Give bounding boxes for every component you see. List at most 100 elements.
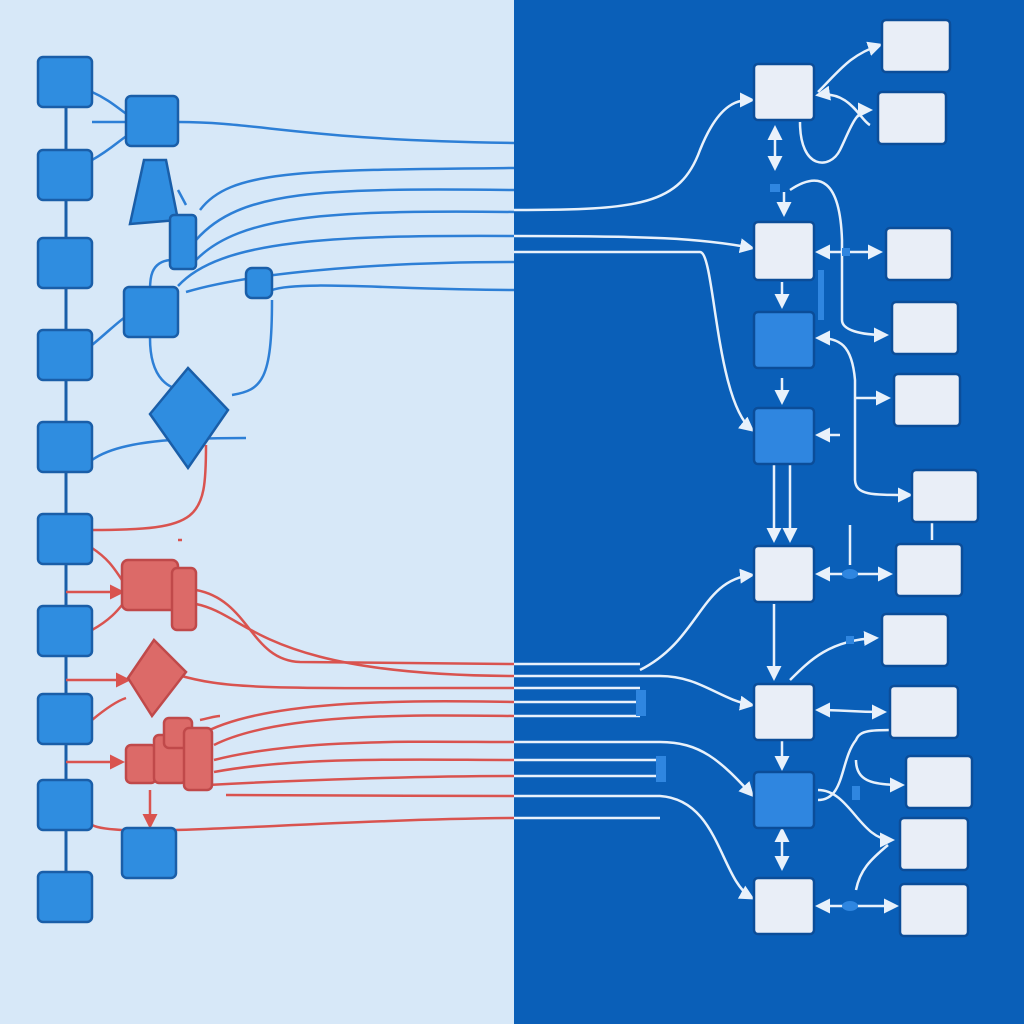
process-node-a xyxy=(124,94,180,148)
red-connector-9 xyxy=(213,740,515,762)
red-process-2 xyxy=(124,743,158,785)
red-process-1 xyxy=(120,558,180,612)
right-node-5 xyxy=(752,544,816,604)
red-connector-7 xyxy=(199,700,515,737)
side-node-12 xyxy=(898,882,970,938)
right-center-nodes xyxy=(752,62,816,936)
connector-segment xyxy=(817,788,895,848)
red-connector-8 xyxy=(213,714,515,747)
process-node-d xyxy=(120,826,178,880)
incoming-4 xyxy=(639,568,755,672)
connector-segment xyxy=(789,631,879,681)
decision-diamond xyxy=(148,366,230,471)
red-connector-4 xyxy=(195,588,515,666)
right-junction-marks xyxy=(636,184,860,911)
left-column-nodes xyxy=(36,55,94,924)
process-node-c xyxy=(122,285,180,339)
process-node-b xyxy=(168,213,198,271)
right-node-6 xyxy=(752,682,816,742)
blue-connector-2 xyxy=(199,166,515,211)
red-connector-5 xyxy=(195,602,515,678)
red-process-1b xyxy=(170,566,198,632)
right-side-nodes xyxy=(876,18,980,938)
left-node-7 xyxy=(36,604,94,658)
side-node-2 xyxy=(876,90,948,146)
right-node-8 xyxy=(752,876,816,936)
left-node-2 xyxy=(36,148,94,202)
side-node-11 xyxy=(898,816,970,872)
blue-connector-9 xyxy=(91,436,247,462)
side-node-3 xyxy=(884,226,954,282)
blue-connector-1 xyxy=(177,120,515,145)
right-node-2 xyxy=(752,220,816,282)
blue-connector-6 xyxy=(271,284,515,292)
side-node-1 xyxy=(880,18,952,74)
left-node-10 xyxy=(36,870,94,924)
side-node-5 xyxy=(892,372,962,428)
right-node-3 xyxy=(752,310,816,370)
connector-segment xyxy=(815,702,887,720)
connector-segment xyxy=(818,270,824,320)
left-node-9 xyxy=(36,778,94,832)
red-connector-20 xyxy=(199,714,221,722)
side-node-8 xyxy=(880,612,950,668)
connector-segment xyxy=(854,759,905,793)
left-node-8 xyxy=(36,692,94,746)
blue-connector-4 xyxy=(195,210,515,261)
incoming-1 xyxy=(513,92,755,212)
connector-segment xyxy=(815,85,871,127)
red-connectors xyxy=(66,444,515,832)
incoming-13 xyxy=(514,794,755,900)
connector-segment xyxy=(842,569,858,579)
connector-segment xyxy=(852,786,860,800)
red-connector-10 xyxy=(213,758,515,774)
connector-segment xyxy=(656,756,666,782)
left-node-1 xyxy=(36,55,94,109)
red-process-5 xyxy=(182,726,214,792)
blue-connector-5 xyxy=(177,234,515,287)
red-connector-1 xyxy=(91,444,208,532)
connector-segment xyxy=(815,330,913,503)
incoming-3 xyxy=(514,250,755,432)
connector-segment xyxy=(854,844,889,891)
connector-segment xyxy=(842,248,850,256)
red-connector-13 xyxy=(91,816,515,832)
connector-segment xyxy=(842,901,858,911)
left-blue-shapes xyxy=(120,94,274,880)
incoming-2 xyxy=(513,234,755,254)
red-connector-18 xyxy=(91,604,123,632)
incoming-10 xyxy=(514,740,755,798)
red-connector-11 xyxy=(207,774,515,787)
connector-segment xyxy=(770,184,780,192)
red-connector-19 xyxy=(91,696,127,721)
left-node-3 xyxy=(36,236,94,290)
right-incoming-connectors xyxy=(513,92,755,900)
side-node-7 xyxy=(894,542,964,598)
small-node xyxy=(244,266,274,300)
red-connector-3 xyxy=(91,546,124,581)
connector-segment xyxy=(798,102,873,164)
left-red-shapes xyxy=(120,558,214,792)
blue-connector-3 xyxy=(195,188,515,241)
red-connector-6 xyxy=(177,673,515,690)
blue-connector-8 xyxy=(231,299,274,397)
left-node-4 xyxy=(36,328,94,382)
connector-segment xyxy=(636,690,646,716)
red-connector-12 xyxy=(225,793,515,798)
red-decision xyxy=(126,638,188,719)
left-node-5 xyxy=(36,420,94,474)
side-node-10 xyxy=(904,754,974,810)
incoming-6 xyxy=(514,674,755,711)
right-node-4 xyxy=(752,406,816,466)
right-node-1 xyxy=(752,62,816,122)
connector-segment xyxy=(817,728,901,802)
blue-connectors xyxy=(91,90,515,462)
blue-connector-7 xyxy=(185,260,515,294)
connector-segment xyxy=(846,636,854,644)
blue-connector-16 xyxy=(176,189,188,206)
right-node-7 xyxy=(752,770,816,830)
side-node-4 xyxy=(890,300,960,356)
side-node-9 xyxy=(888,684,960,740)
